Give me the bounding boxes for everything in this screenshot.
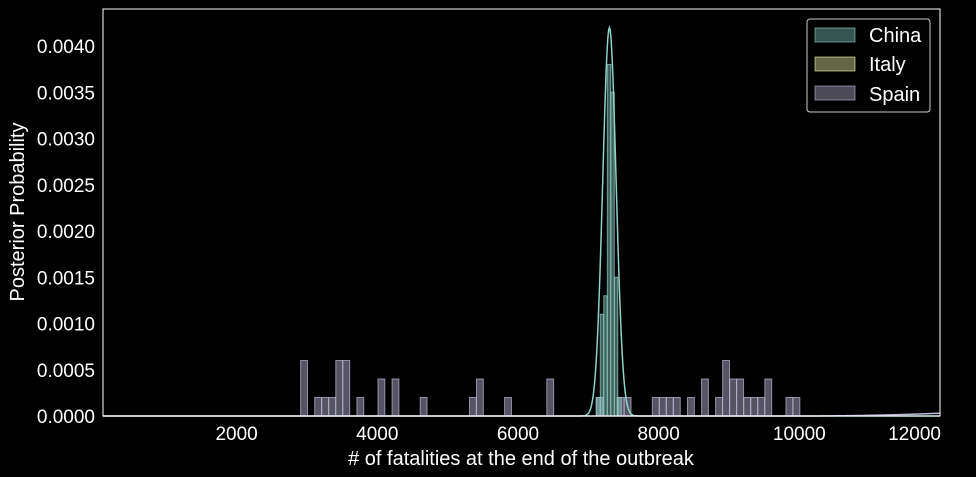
legend: China Italy Spain (806, 18, 931, 113)
bar-spain-28 (750, 397, 759, 417)
x-axis-label: # of fatalities at the end of the outbre… (348, 448, 695, 470)
plot-background (103, 9, 940, 416)
y-tick-label-0-0020: 0.0020 (37, 222, 95, 243)
bar-spain-32 (792, 397, 801, 417)
legend-swatch-china (814, 27, 856, 43)
bar-spain-27 (743, 397, 752, 417)
bar-china-0 (596, 397, 601, 417)
bar-spain-12 (504, 397, 512, 417)
bar-spain-23 (715, 397, 723, 417)
y-tick-label-0-0025: 0.0025 (37, 176, 95, 197)
x-tick-label-6000: 6000 (497, 424, 539, 445)
legend-label-spain: Spain (869, 84, 920, 106)
bar-spain-30 (764, 378, 773, 417)
y-tick-label-0-0035: 0.0035 (37, 83, 95, 104)
bar-spain-13 (546, 378, 555, 417)
bar-spain-9 (419, 397, 428, 417)
x-tick-label-4000: 4000 (356, 424, 398, 445)
x-tick-label-8000: 8000 (638, 424, 680, 445)
bar-china-4 (610, 91, 615, 417)
y-ticks: 0.0000 0.0005 0.0010 0.0015 0.0020 0.0025 0.00… (37, 37, 95, 428)
legend-label-italy: Italy (869, 54, 906, 76)
bar-spain-5 (342, 360, 351, 417)
bar-spain-0 (300, 360, 308, 417)
bar-spain-22 (701, 378, 709, 417)
bar-spain-11 (475, 378, 484, 417)
x-tick-label-10000: 10000 (773, 424, 826, 445)
bar-spain-17 (651, 397, 660, 417)
bar-spain-2 (321, 397, 330, 417)
bar-spain-8 (391, 378, 400, 417)
y-tick-label-0-0040: 0.0040 (37, 37, 95, 58)
bar-china-1 (599, 313, 605, 417)
y-axis-label: Posterior Probability (7, 123, 29, 302)
plot-frame (102, 8, 941, 417)
bar-spain-24 (722, 360, 730, 417)
legend-label-china: China (869, 25, 922, 47)
y-tick-label-0-0000: 0.0000 (37, 407, 95, 428)
y-tick-label-0-0015: 0.0015 (37, 268, 95, 289)
bar-spain-25 (729, 378, 738, 417)
bar-spain-3 (328, 397, 337, 417)
legend-swatch-italy (814, 56, 856, 72)
x-ticks: 2000 4000 6000 8000 10000 12000 (215, 424, 941, 445)
y-tick-label-0-0030: 0.0030 (37, 130, 95, 151)
bar-spain-6 (356, 397, 365, 417)
bar-china-2 (603, 295, 608, 417)
bar-spain-18 (658, 397, 667, 417)
bar-china-3 (606, 64, 612, 417)
y-tick-label-0-0005: 0.0005 (37, 361, 95, 382)
legend-item-italy: Italy (814, 54, 906, 76)
x-tick-label-2000: 2000 (215, 424, 257, 445)
bar-spain-29 (757, 397, 766, 417)
bar-spain-10 (468, 397, 477, 417)
bar-spain-7 (377, 378, 386, 417)
bar-spain-31 (785, 397, 794, 417)
legend-item-spain: Spain (814, 84, 920, 106)
bar-spain-19 (665, 397, 674, 417)
bar-china-6 (617, 397, 622, 417)
bar-spain-21 (686, 397, 695, 417)
bar-spain-20 (672, 397, 681, 417)
bar-china-5 (613, 276, 619, 417)
x-tick-label-12000: 12000 (888, 424, 941, 445)
y-tick-label-0-0010: 0.0010 (37, 315, 95, 336)
legend-swatch-spain (814, 85, 856, 101)
bar-spain-4 (335, 360, 344, 417)
bar-spain-1 (314, 397, 323, 417)
bar-spain-26 (736, 378, 745, 417)
legend-item-china: China (814, 25, 922, 47)
